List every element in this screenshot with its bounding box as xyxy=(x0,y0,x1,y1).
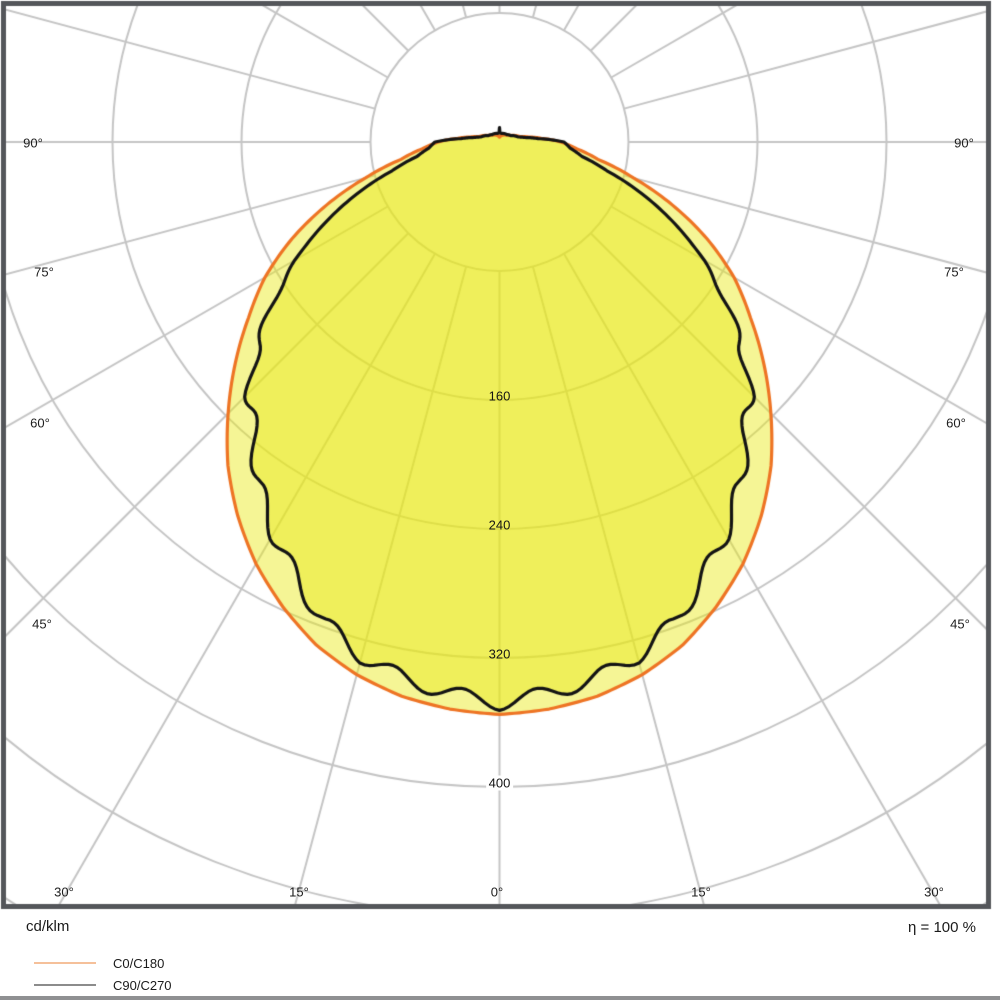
radial-units-label: cd/klm xyxy=(26,918,70,935)
c90-c270-line-swatch xyxy=(34,984,96,986)
angle-tick-label: 90° xyxy=(954,135,974,151)
radial-tick-label: 400 xyxy=(485,775,514,791)
legend-item-c90-c270: C90/C270 xyxy=(34,974,172,996)
radial-tick-label: 160 xyxy=(488,388,511,404)
angle-tick-label: 75° xyxy=(944,264,964,280)
angle-tick-label: 0° xyxy=(490,884,504,900)
angle-tick-label: 75° xyxy=(34,264,54,280)
angle-tick-label: 15° xyxy=(289,884,309,900)
c0-c180-line-swatch xyxy=(34,962,96,964)
angle-tick-label: 30° xyxy=(924,884,944,900)
next-section-top-border xyxy=(0,996,1000,1000)
angle-tick-label: 30° xyxy=(54,884,74,900)
angle-tick-label: 45° xyxy=(32,616,52,632)
legend-label-c0-c180: C0/C180 xyxy=(113,955,165,971)
angle-tick-label: 15° xyxy=(691,884,711,900)
legend-item-c0-c180: C0/C180 xyxy=(34,952,172,974)
angle-tick-label: 60° xyxy=(30,415,50,431)
angle-tick-label: 90° xyxy=(23,135,43,151)
legend-label-c90-c270: C90/C270 xyxy=(113,977,172,993)
light-output-ratio-label: η = 100 % xyxy=(908,919,976,936)
angle-tick-label: 60° xyxy=(946,415,966,431)
angle-tick-label: 45° xyxy=(950,616,970,632)
legend: C0/C180 C90/C270 xyxy=(34,952,172,996)
radial-tick-label: 320 xyxy=(488,646,511,662)
radial-tick-label: 240 xyxy=(488,517,511,533)
